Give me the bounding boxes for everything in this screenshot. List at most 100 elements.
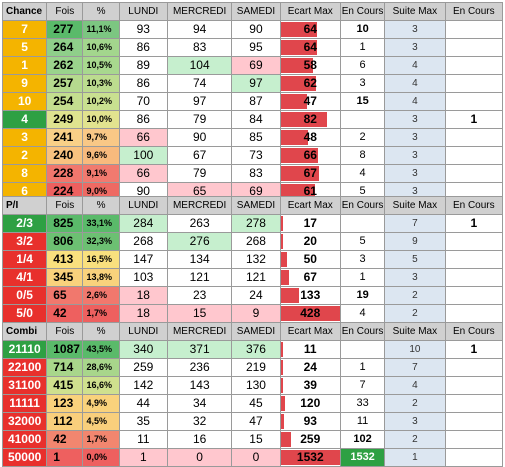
ecart-max-cell: 47 bbox=[279, 92, 341, 111]
fois-cell: 65 bbox=[46, 286, 84, 305]
ecart-bar bbox=[281, 432, 291, 447]
ecart-max-cell: 259 bbox=[279, 430, 341, 449]
mercredi-cell: 104 bbox=[166, 56, 233, 75]
ecart-bar bbox=[281, 76, 316, 91]
suite-max-cell: 3 bbox=[384, 128, 446, 147]
samedi-cell: 9 bbox=[231, 304, 281, 323]
table-row: 5/0 42 1,7% 18 15 9 428 4 2 bbox=[1, 304, 504, 323]
header-lundi: LUNDI bbox=[118, 196, 168, 215]
fois-cell: 123 bbox=[46, 394, 84, 413]
pct-cell: 1,7% bbox=[82, 430, 120, 449]
en-cours-2-cell bbox=[444, 448, 504, 467]
key-cell: 2/3 bbox=[1, 214, 48, 233]
pct-cell: 32,3% bbox=[82, 232, 120, 251]
samedi-cell: 15 bbox=[231, 430, 281, 449]
key-cell: 0/5 bbox=[1, 286, 48, 305]
samedi-cell: 268 bbox=[231, 232, 281, 251]
suite-max-cell: 10 bbox=[384, 340, 446, 359]
header-en-cours-2: En Cours bbox=[444, 2, 504, 21]
ecart-bar bbox=[281, 148, 318, 163]
samedi-cell: 87 bbox=[231, 92, 281, 111]
ecart-bar bbox=[281, 130, 308, 145]
pi-header-row: P/I Fois% LUNDI MERCREDI SAMEDI Ecart Max En C… bbox=[1, 196, 504, 215]
header-ecart-max: Ecart Max bbox=[279, 2, 341, 21]
ecart-max-cell: 24 bbox=[279, 358, 341, 377]
header-suite-max: Suite Max bbox=[384, 196, 446, 215]
key-cell: 5/0 bbox=[1, 304, 48, 323]
en-cours-2-cell bbox=[444, 304, 504, 323]
en-cours-cell: 4 bbox=[339, 304, 386, 323]
table-row: 7 277 11,1% 93 94 90 64 10 3 bbox=[1, 20, 504, 39]
samedi-cell: 0 bbox=[231, 448, 281, 467]
header-pct: % bbox=[82, 2, 120, 21]
ecart-max-cell: 39 bbox=[279, 376, 341, 395]
ecart-value: 67 bbox=[303, 166, 317, 180]
table-row: 41000 42 1,7% 11 16 15 259 102 2 bbox=[1, 430, 504, 449]
en-cours-2-cell bbox=[444, 128, 504, 147]
header-key: Chance bbox=[1, 2, 48, 21]
pct-cell: 10,0% bbox=[82, 110, 120, 129]
pct-cell: 43,5% bbox=[82, 340, 120, 359]
lundi-cell: 70 bbox=[118, 92, 168, 111]
ecart-bar bbox=[281, 270, 290, 285]
key-cell: 21110 bbox=[1, 340, 48, 359]
suite-max-cell: 3 bbox=[384, 164, 446, 183]
table-row: 5 264 10,6% 86 83 95 64 1 3 bbox=[1, 38, 504, 57]
pct-cell: 0,0% bbox=[82, 448, 120, 467]
en-cours-2-cell bbox=[444, 250, 504, 269]
en-cours-2-cell bbox=[444, 376, 504, 395]
ecart-max-cell: 64 bbox=[279, 20, 341, 39]
key-cell: 1 bbox=[1, 56, 48, 75]
ecart-bar bbox=[281, 378, 283, 393]
lundi-cell: 1 bbox=[118, 448, 168, 467]
mercredi-cell: 16 bbox=[166, 430, 233, 449]
pct-cell: 16,5% bbox=[82, 250, 120, 269]
ecart-value: 66 bbox=[303, 148, 317, 162]
header-key: Combi bbox=[1, 322, 48, 341]
header-fois: Fois bbox=[46, 196, 84, 215]
samedi-cell: 85 bbox=[231, 128, 281, 147]
ecart-value: 50 bbox=[303, 252, 317, 266]
en-cours-cell: 3 bbox=[339, 74, 386, 93]
en-cours-2-cell bbox=[444, 358, 504, 377]
en-cours-cell: 15 bbox=[339, 92, 386, 111]
fois-cell: 249 bbox=[46, 110, 84, 129]
pct-cell: 28,6% bbox=[82, 358, 120, 377]
ecart-value: 428 bbox=[300, 306, 321, 320]
pct-cell: 9,6% bbox=[82, 146, 120, 165]
suite-max-cell: 7 bbox=[384, 214, 446, 233]
en-cours-2-cell bbox=[444, 412, 504, 431]
ecart-value: 64 bbox=[303, 22, 317, 36]
mercredi-cell: 121 bbox=[166, 268, 233, 287]
samedi-cell: 84 bbox=[231, 110, 281, 129]
pi-table: P/I Fois% LUNDI MERCREDI SAMEDI Ecart Max En C… bbox=[1, 196, 504, 323]
en-cours-cell: 3 bbox=[339, 250, 386, 269]
ecart-value: 17 bbox=[303, 216, 317, 230]
header-en-cours-2: En Cours bbox=[444, 196, 504, 215]
lundi-cell: 86 bbox=[118, 110, 168, 129]
mercredi-cell: 134 bbox=[166, 250, 233, 269]
en-cours-cell bbox=[339, 214, 386, 233]
key-cell: 11111 bbox=[1, 394, 48, 413]
header-en-cours: En Cours bbox=[339, 196, 386, 215]
en-cours-2-cell bbox=[444, 268, 504, 287]
lundi-cell: 89 bbox=[118, 56, 168, 75]
fois-cell: 415 bbox=[46, 376, 84, 395]
suite-max-cell: 4 bbox=[384, 56, 446, 75]
samedi-cell: 121 bbox=[231, 268, 281, 287]
key-cell: 41000 bbox=[1, 430, 48, 449]
ecart-bar bbox=[281, 40, 317, 55]
samedi-cell: 130 bbox=[231, 376, 281, 395]
suite-max-cell: 2 bbox=[384, 304, 446, 323]
header-pct: % bbox=[82, 322, 120, 341]
fois-cell: 257 bbox=[46, 74, 84, 93]
mercredi-cell: 143 bbox=[166, 376, 233, 395]
ecart-max-cell: 67 bbox=[279, 268, 341, 287]
en-cours-cell: 19 bbox=[339, 286, 386, 305]
lundi-cell: 66 bbox=[118, 164, 168, 183]
ecart-max-cell: 11 bbox=[279, 340, 341, 359]
en-cours-cell: 1 bbox=[339, 38, 386, 57]
en-cours-cell: 6 bbox=[339, 56, 386, 75]
suite-max-cell: 4 bbox=[384, 74, 446, 93]
fois-cell: 42 bbox=[46, 430, 84, 449]
